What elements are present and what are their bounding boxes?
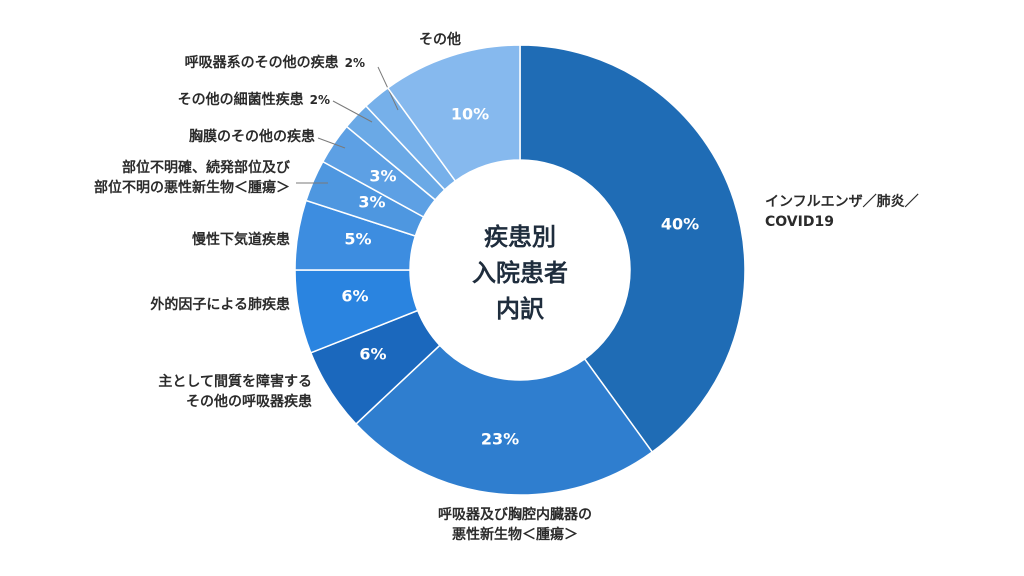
category-label: その他の呼吸器疾患 <box>186 393 312 410</box>
category-label: 悪性新生物＜腫瘍＞ <box>452 526 578 543</box>
leader-line <box>332 100 373 123</box>
category-label: その他の細菌性疾患 2% <box>178 91 330 108</box>
slice-percent-label: 3% <box>358 193 385 212</box>
category-label: 部位不明確、続発部位及び <box>122 159 291 176</box>
chart-title: 疾患別 <box>484 223 556 251</box>
slice-percent-label: 5% <box>344 230 371 249</box>
donut-slice <box>386 44 521 183</box>
leader-line <box>317 137 346 149</box>
slice-percent-label: 10% <box>451 105 489 124</box>
category-label: 胸膜のその他の疾患 <box>189 128 315 145</box>
category-label: 部位不明の悪性新生物＜腫瘍＞ <box>94 179 290 196</box>
category-label: その他 <box>419 31 461 48</box>
slice-percent-label: 23% <box>481 430 519 449</box>
category-label: 呼吸器及び胸腔内臓器の <box>438 506 592 523</box>
slice-percent-label: 40% <box>661 215 699 234</box>
slice-percent-label: 3% <box>369 167 396 186</box>
slice-percent-label: 2% <box>310 93 330 107</box>
chart-title: 内訳 <box>496 295 545 323</box>
category-label: インフルエンザ／肺炎／ <box>765 194 919 210</box>
category-label: 外的因子による肺疾患 <box>150 296 290 313</box>
category-label: 慢性下気道疾患 <box>192 231 290 248</box>
category-label: COVID19 <box>765 214 834 230</box>
donut-slice <box>519 44 746 454</box>
donut-slice <box>354 344 654 496</box>
slice-percent-label: 6% <box>341 287 368 306</box>
chart-title: 入院患者 <box>472 259 568 287</box>
category-label: 呼吸器系のその他の疾患 2% <box>185 54 365 71</box>
category-label: 主として間質を障害する <box>158 373 312 390</box>
slice-percent-label: 2% <box>345 56 365 70</box>
slice-percent-label: 6% <box>359 345 386 364</box>
